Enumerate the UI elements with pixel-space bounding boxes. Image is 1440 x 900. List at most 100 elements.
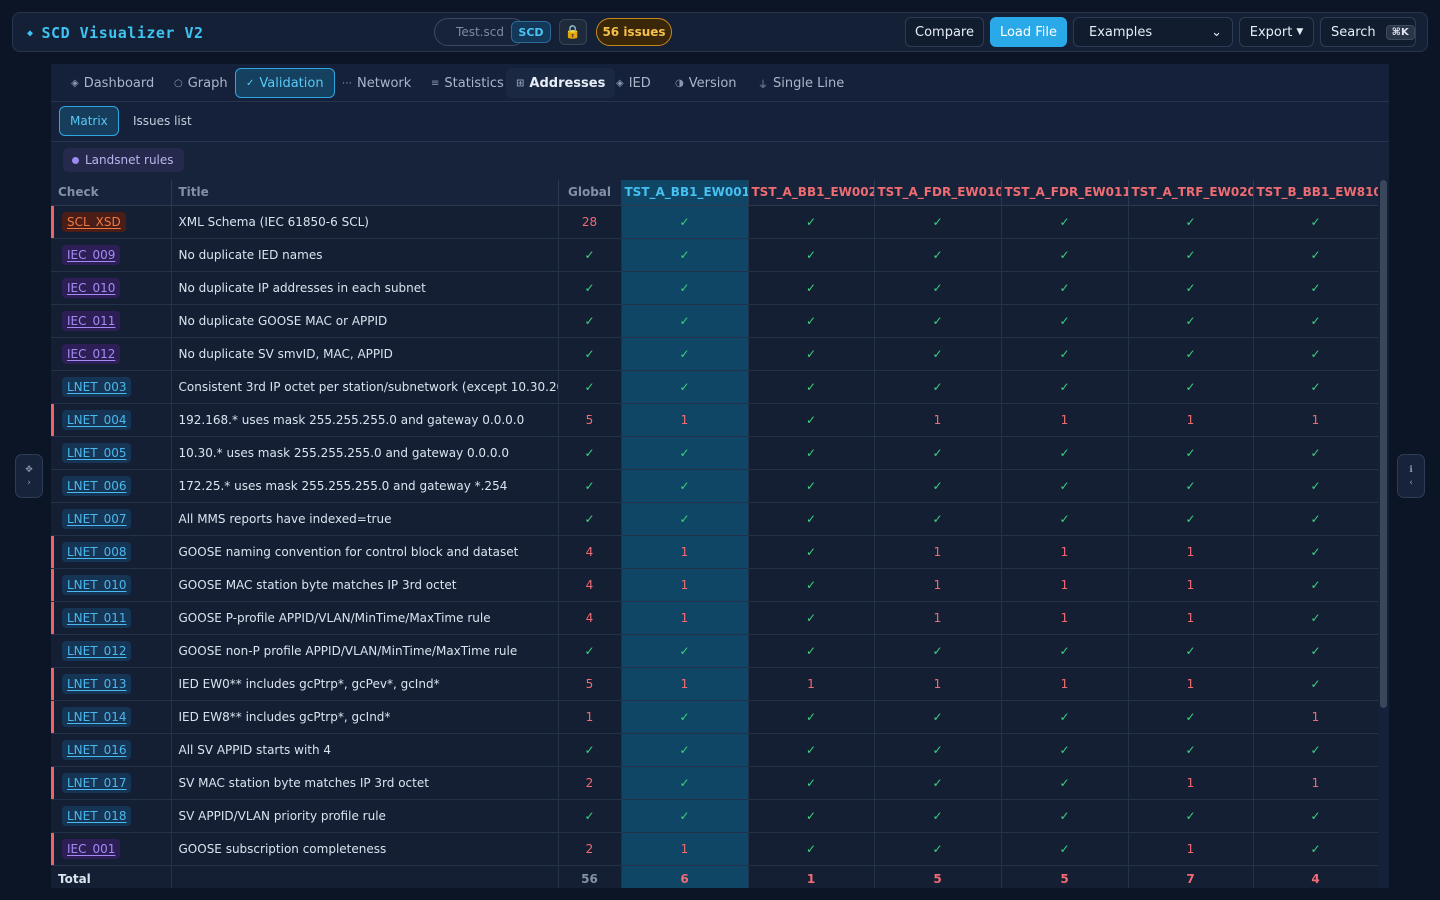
check-id-link[interactable]: LNET_006 bbox=[62, 475, 132, 496]
tab-single-line[interactable]: ⏚ Single Line bbox=[748, 68, 854, 98]
ied-result-cell[interactable]: ✓ bbox=[1001, 271, 1129, 305]
ied-result-cell[interactable]: 1 bbox=[1253, 403, 1378, 437]
ied-result-cell[interactable]: ✓ bbox=[748, 436, 875, 470]
ied-result-cell[interactable]: ✓ bbox=[874, 799, 1002, 833]
global-count-cell[interactable]: ✓ bbox=[558, 370, 622, 404]
matrix-scrollbar[interactable] bbox=[1380, 180, 1387, 708]
ied-result-cell[interactable]: ✓ bbox=[621, 436, 749, 470]
tab-validation[interactable]: ✓ Validation bbox=[235, 68, 335, 98]
ied-result-cell[interactable]: ✓ bbox=[874, 238, 1002, 272]
ied-result-cell[interactable]: ✓ bbox=[748, 568, 875, 602]
ied-result-cell[interactable]: 1 bbox=[1001, 535, 1129, 569]
table-row[interactable]: LNET_006 172.25.* uses mask 255.255.255.0… bbox=[51, 469, 1378, 503]
global-count-cell[interactable]: 4 bbox=[558, 535, 622, 569]
ied-result-cell[interactable]: ✓ bbox=[874, 304, 1002, 338]
ied-result-cell[interactable]: ✓ bbox=[748, 271, 875, 305]
ied-result-cell[interactable]: ✓ bbox=[1253, 370, 1378, 404]
ied-result-cell[interactable]: ✓ bbox=[748, 799, 875, 833]
table-row[interactable]: LNET_003 Consistent 3rd IP octet per stat… bbox=[51, 370, 1378, 404]
check-id-link[interactable]: LNET_008 bbox=[62, 541, 132, 562]
table-row[interactable]: LNET_004 192.168.* uses mask 255.255.255.… bbox=[51, 403, 1378, 437]
ied-result-cell[interactable]: 1 bbox=[874, 568, 1002, 602]
check-id-link[interactable]: LNET_007 bbox=[62, 508, 132, 529]
global-count-cell[interactable]: 5 bbox=[558, 667, 622, 701]
check-id-link[interactable]: LNET_011 bbox=[62, 607, 132, 628]
table-row[interactable]: LNET_005 10.30.* uses mask 255.255.255.0 … bbox=[51, 436, 1378, 470]
ied-result-cell[interactable]: ✓ bbox=[874, 337, 1002, 371]
ied-result-cell[interactable]: 1 bbox=[621, 667, 749, 701]
global-count-cell[interactable]: ✓ bbox=[558, 436, 622, 470]
column-header-check[interactable]: Check bbox=[51, 180, 172, 206]
ied-result-cell[interactable]: ✓ bbox=[748, 733, 875, 767]
check-id-link[interactable]: SCL_XSD bbox=[62, 211, 126, 232]
ied-result-cell[interactable]: ✓ bbox=[1253, 667, 1378, 701]
ied-result-cell[interactable]: ✓ bbox=[621, 304, 749, 338]
tab-network[interactable]: ⋯ Network bbox=[332, 68, 421, 98]
check-id-link[interactable]: IEC_001 bbox=[62, 838, 121, 859]
ied-result-cell[interactable]: ✓ bbox=[1128, 271, 1254, 305]
ied-result-cell[interactable]: ✓ bbox=[748, 205, 875, 239]
ied-result-cell[interactable]: ✓ bbox=[1001, 436, 1129, 470]
ied-result-cell[interactable]: ✓ bbox=[621, 469, 749, 503]
tab-graph[interactable]: ○ Graph bbox=[164, 68, 238, 98]
ied-result-cell[interactable]: 1 bbox=[1128, 403, 1254, 437]
ied-result-cell[interactable]: ✓ bbox=[1001, 238, 1129, 272]
global-count-cell[interactable]: 2 bbox=[558, 766, 622, 800]
ied-result-cell[interactable]: ✓ bbox=[1253, 436, 1378, 470]
ied-result-cell[interactable]: ✓ bbox=[874, 502, 1002, 536]
subtab-matrix[interactable]: Matrix bbox=[59, 106, 119, 136]
ied-result-cell[interactable]: ✓ bbox=[748, 601, 875, 635]
ied-result-cell[interactable]: ✓ bbox=[1128, 205, 1254, 239]
ied-result-cell[interactable]: ✓ bbox=[1253, 502, 1378, 536]
ied-result-cell[interactable]: ✓ bbox=[874, 634, 1002, 668]
ied-result-cell[interactable]: ✓ bbox=[748, 700, 875, 734]
ied-result-cell[interactable]: ✓ bbox=[1128, 700, 1254, 734]
global-count-cell[interactable]: ✓ bbox=[558, 634, 622, 668]
ied-result-cell[interactable]: 1 bbox=[874, 667, 1002, 701]
check-id-link[interactable]: IEC_010 bbox=[62, 277, 121, 298]
column-header-ied[interactable]: TST_A_BB1_EW002 bbox=[748, 180, 875, 206]
ied-result-cell[interactable]: 1 bbox=[1128, 766, 1254, 800]
ied-result-cell[interactable]: ✓ bbox=[748, 766, 875, 800]
ied-result-cell[interactable]: ✓ bbox=[874, 469, 1002, 503]
ied-result-cell[interactable]: ✓ bbox=[1128, 337, 1254, 371]
ied-result-cell[interactable]: ✓ bbox=[874, 766, 1002, 800]
right-panel-toggle[interactable]: ℹ ‹ bbox=[1397, 454, 1425, 498]
ied-result-cell[interactable]: ✓ bbox=[1253, 205, 1378, 239]
check-id-link[interactable]: LNET_010 bbox=[62, 574, 132, 595]
ied-result-cell[interactable]: ✓ bbox=[748, 304, 875, 338]
column-header-ied[interactable]: TST_B_BB1_EW810 bbox=[1253, 180, 1378, 206]
ied-result-cell[interactable]: ✓ bbox=[874, 733, 1002, 767]
ied-result-cell[interactable]: ✓ bbox=[1128, 634, 1254, 668]
table-row[interactable]: LNET_014 IED EW8** includes gcPtrp*, gcIn… bbox=[51, 700, 1378, 734]
ied-result-cell[interactable]: 1 bbox=[1253, 766, 1378, 800]
lock-button[interactable]: 🔒 bbox=[559, 19, 587, 45]
ied-result-cell[interactable]: ✓ bbox=[621, 634, 749, 668]
ied-result-cell[interactable]: 1 bbox=[621, 832, 749, 866]
ied-result-cell[interactable]: ✓ bbox=[621, 370, 749, 404]
ied-result-cell[interactable]: ✓ bbox=[1001, 700, 1129, 734]
ied-result-cell[interactable]: ✓ bbox=[874, 271, 1002, 305]
ied-result-cell[interactable]: ✓ bbox=[1128, 733, 1254, 767]
column-header-ied[interactable]: TST_A_BB1_EW001 bbox=[621, 180, 749, 206]
ied-result-cell[interactable]: ✓ bbox=[1253, 238, 1378, 272]
check-id-link[interactable]: LNET_003 bbox=[62, 376, 132, 397]
ied-result-cell[interactable]: ✓ bbox=[1001, 304, 1129, 338]
table-row[interactable]: IEC_010 No duplicate IP addresses in each… bbox=[51, 271, 1378, 305]
issues-badge[interactable]: 56 issues bbox=[596, 18, 672, 46]
global-count-cell[interactable]: ✓ bbox=[558, 337, 622, 371]
tab-version[interactable]: ◑ Version bbox=[665, 68, 747, 98]
ied-result-cell[interactable]: 1 bbox=[621, 601, 749, 635]
ied-result-cell[interactable]: ✓ bbox=[748, 832, 875, 866]
ied-result-cell[interactable]: ✓ bbox=[1253, 535, 1378, 569]
ied-result-cell[interactable]: 1 bbox=[874, 601, 1002, 635]
ied-result-cell[interactable]: 1 bbox=[621, 535, 749, 569]
ied-result-cell[interactable]: ✓ bbox=[1128, 436, 1254, 470]
ied-result-cell[interactable]: 1 bbox=[874, 403, 1002, 437]
table-row[interactable]: LNET_013 IED EW0** includes gcPtrp*, gcPe… bbox=[51, 667, 1378, 701]
table-row[interactable]: IEC_001 GOOSE subscription completeness 2 1… bbox=[51, 832, 1378, 866]
ied-result-cell[interactable]: 1 bbox=[1128, 601, 1254, 635]
global-count-cell[interactable]: 28 bbox=[558, 205, 622, 239]
table-row[interactable]: LNET_011 GOOSE P-profile APPID/VLAN/MinTi… bbox=[51, 601, 1378, 635]
global-count-cell[interactable]: ✓ bbox=[558, 502, 622, 536]
